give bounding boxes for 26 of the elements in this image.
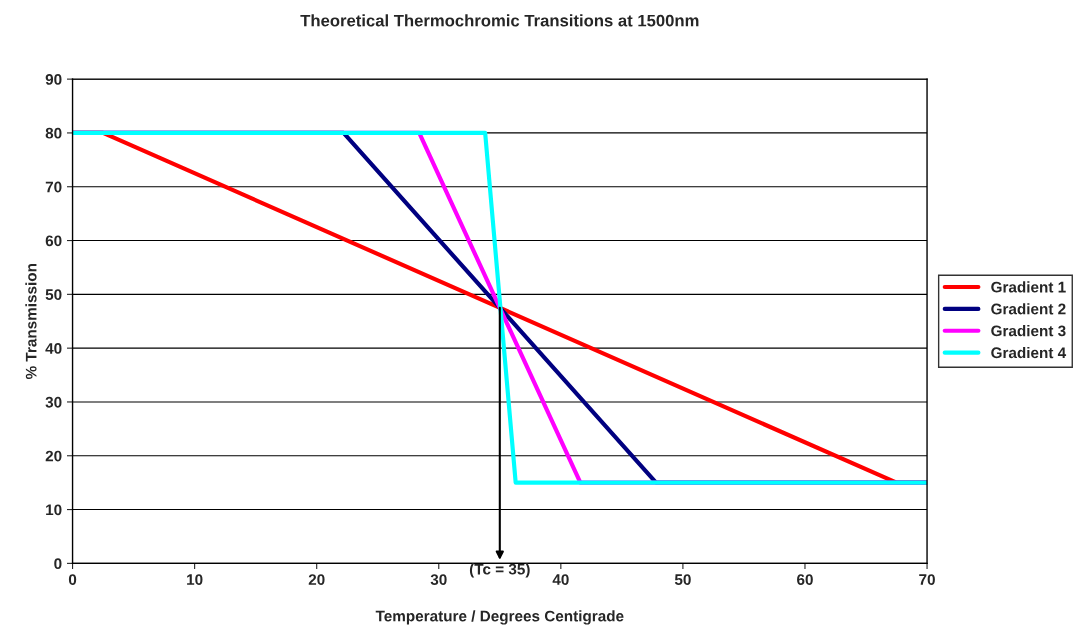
y-tick-label: 70 <box>45 181 62 193</box>
x-axis-title: Temperature / Degrees Centigrade <box>375 610 624 625</box>
y-tick-label: 30 <box>45 396 62 408</box>
x-tick-label: 10 <box>187 574 203 586</box>
legend-label: Gradient 2 <box>991 303 1066 315</box>
y-tick-label: 80 <box>45 127 62 139</box>
y-axis-title: % Transmission <box>25 264 37 380</box>
y-tick-label: 10 <box>46 504 62 516</box>
x-tick-label: 60 <box>797 574 813 586</box>
y-tick-label: 60 <box>45 235 62 247</box>
x-tick-label: 50 <box>674 574 691 586</box>
x-tick-label: 70 <box>919 574 935 586</box>
y-tick-label: 0 <box>54 558 62 570</box>
x-tick-label: 0 <box>68 574 77 586</box>
y-tick-label: 20 <box>45 450 62 462</box>
x-tick-label: 30 <box>430 574 447 586</box>
y-tick-label: 50 <box>45 289 62 301</box>
chart-title: Theoretical Thermochromic Transitions at 1500nm <box>300 14 699 27</box>
y-tick-label: 90 <box>45 73 62 85</box>
text: (Tc = 35) <box>469 563 530 578</box>
x-tick-label: 40 <box>552 574 569 586</box>
legend-label: Gradient 4 <box>991 346 1067 359</box>
legend-label: Gradient 1 <box>991 281 1066 293</box>
x-tick-label: 20 <box>308 574 325 586</box>
legend-label: Gradient 3 <box>991 325 1066 337</box>
y-tick-label: 40 <box>45 343 62 354</box>
